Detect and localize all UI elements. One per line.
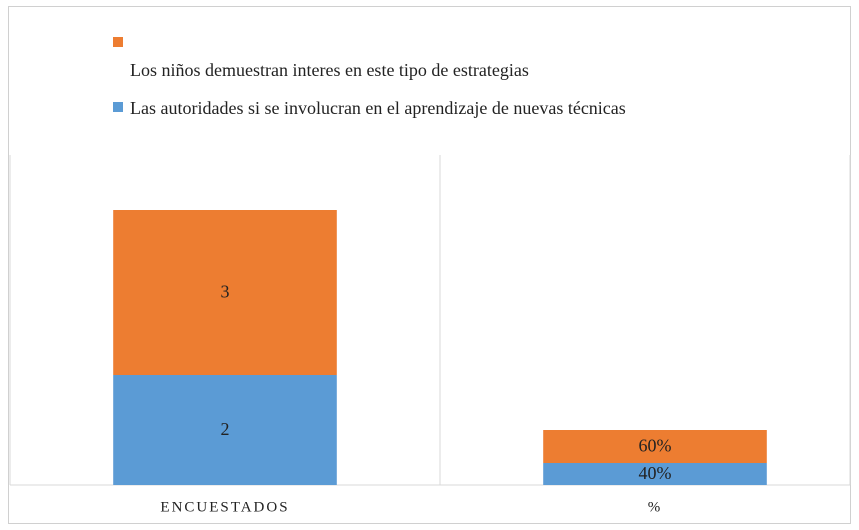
x-tick-label: % [648,499,663,515]
legend-marker [113,102,123,112]
legend-marker [113,37,123,47]
data-label: 2 [221,419,230,439]
legend-label: Los niños demuestran interes en este tip… [130,60,529,80]
x-tick-label: ENCUESTADOS [160,499,289,515]
data-label: 60% [639,436,672,456]
bar-segment [113,375,337,485]
bar-segment [543,430,767,463]
bar-segment [543,463,767,485]
bar-segment [113,210,337,375]
data-label: 40% [639,463,672,483]
legend-label: Las autoridades si se involucran en el a… [130,98,626,118]
data-label: 3 [221,282,230,302]
